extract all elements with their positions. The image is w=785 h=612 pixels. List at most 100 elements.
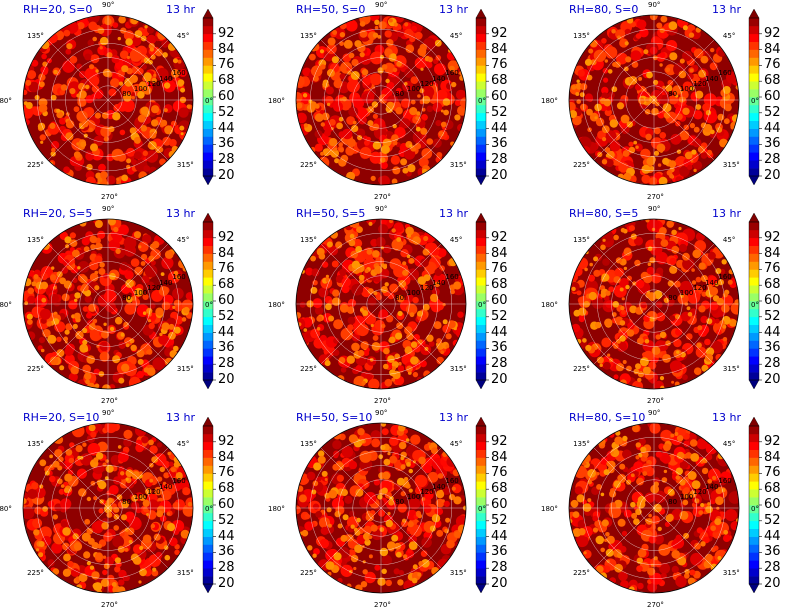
radial-tick-label: 100 [679, 493, 694, 502]
field-cell [593, 256, 599, 262]
field-cell [152, 567, 157, 572]
field-cell [82, 339, 88, 345]
field-cell [340, 367, 347, 373]
field-cell [56, 478, 63, 485]
field-cell [658, 544, 671, 556]
field-cell [434, 39, 442, 47]
field-cell [633, 140, 638, 145]
colorbar-segment [203, 481, 213, 490]
field-cell [61, 267, 69, 274]
field-cell [385, 78, 390, 84]
colorbar-tick-label: 60 [218, 293, 235, 308]
field-cell [605, 153, 610, 158]
theta-tick-label: 180° [541, 97, 558, 105]
field-cell [180, 132, 184, 136]
field-cell [348, 106, 359, 117]
field-cell [410, 76, 419, 84]
field-cell [142, 234, 152, 244]
colorbar-tick-label: 44 [218, 120, 235, 136]
field-cell [676, 451, 685, 460]
field-cell [375, 237, 386, 247]
panel-3: RH=80, S=0 13 hr 0° 45° 90° 135° 180° 225° 270° 3… [541, 0, 785, 204]
field-cell [26, 313, 33, 320]
colorbar-segment [749, 576, 759, 585]
field-cell [572, 511, 580, 518]
field-cell [402, 261, 407, 266]
field-cell [379, 54, 384, 60]
field-cell [394, 15, 405, 23]
colorbar-segment [203, 136, 213, 145]
field-cell [629, 305, 638, 314]
theta-tick-label: 225° [300, 160, 317, 169]
field-cell [666, 220, 674, 228]
field-cell [82, 364, 91, 374]
field-cell [424, 490, 434, 500]
field-cell [174, 549, 180, 555]
field-cell [729, 319, 737, 327]
field-cell [715, 353, 723, 361]
colorbar-segment [203, 18, 213, 27]
field-cell [88, 424, 96, 432]
field-cell [367, 120, 374, 127]
field-cell [133, 136, 141, 144]
colorbar-segment [203, 229, 213, 239]
field-cell [348, 52, 355, 59]
field-cell [118, 224, 129, 236]
field-cell [131, 471, 141, 480]
field-cell [379, 547, 389, 557]
field-cell [635, 455, 640, 460]
field-cell [93, 457, 99, 463]
theta-tick-label: 225° [27, 568, 44, 577]
field-cell [641, 164, 651, 174]
field-cell [371, 438, 381, 448]
field-cell [595, 117, 605, 127]
field-cell [69, 88, 76, 95]
field-cell [128, 539, 133, 544]
field-cell [333, 79, 343, 89]
field-cell [582, 503, 592, 512]
theta-tick-label: 45° [449, 32, 463, 41]
field-cell [113, 226, 119, 233]
field-cell [605, 290, 611, 296]
field-cell [721, 304, 730, 313]
field-cell [693, 367, 702, 375]
field-cell [49, 356, 59, 366]
field-cell [27, 287, 35, 295]
field-cell [361, 69, 369, 76]
field-cell [332, 101, 344, 112]
field-cell [368, 554, 373, 559]
theta-tick-label: 180° [268, 505, 285, 513]
field-cell [678, 243, 687, 253]
colorbar-segment [203, 441, 213, 450]
field-cell [398, 361, 402, 366]
field-cell [709, 62, 718, 71]
colorbar-extend-min [475, 175, 487, 186]
field-cell [47, 500, 55, 508]
field-cell [103, 136, 109, 142]
colorbar-tick-label: 36 [491, 340, 508, 356]
field-cell [689, 68, 694, 73]
field-cell [377, 35, 382, 39]
field-cell [314, 103, 320, 109]
field-cell [177, 59, 182, 64]
radial-tick-label: 120 [693, 283, 707, 292]
colorbar-segment [203, 520, 213, 529]
field-cell [109, 326, 115, 332]
field-cell [454, 276, 461, 283]
field-cell [619, 335, 626, 342]
colorbar-segment [203, 536, 213, 545]
field-cell [118, 451, 129, 463]
colorbar-segment [749, 160, 759, 169]
colorbar-tick-label: 68 [764, 481, 781, 497]
field-cell [408, 497, 421, 510]
field-cell [437, 473, 444, 479]
colorbar-segment [203, 340, 213, 349]
field-cell [612, 301, 619, 308]
field-cell [636, 337, 644, 345]
grid-spoke [47, 39, 109, 101]
field-cell [679, 165, 690, 177]
field-cell [650, 484, 660, 494]
radial-tick-label: 120 [420, 487, 434, 496]
field-cell [121, 65, 129, 73]
grid-spoke [380, 39, 442, 101]
